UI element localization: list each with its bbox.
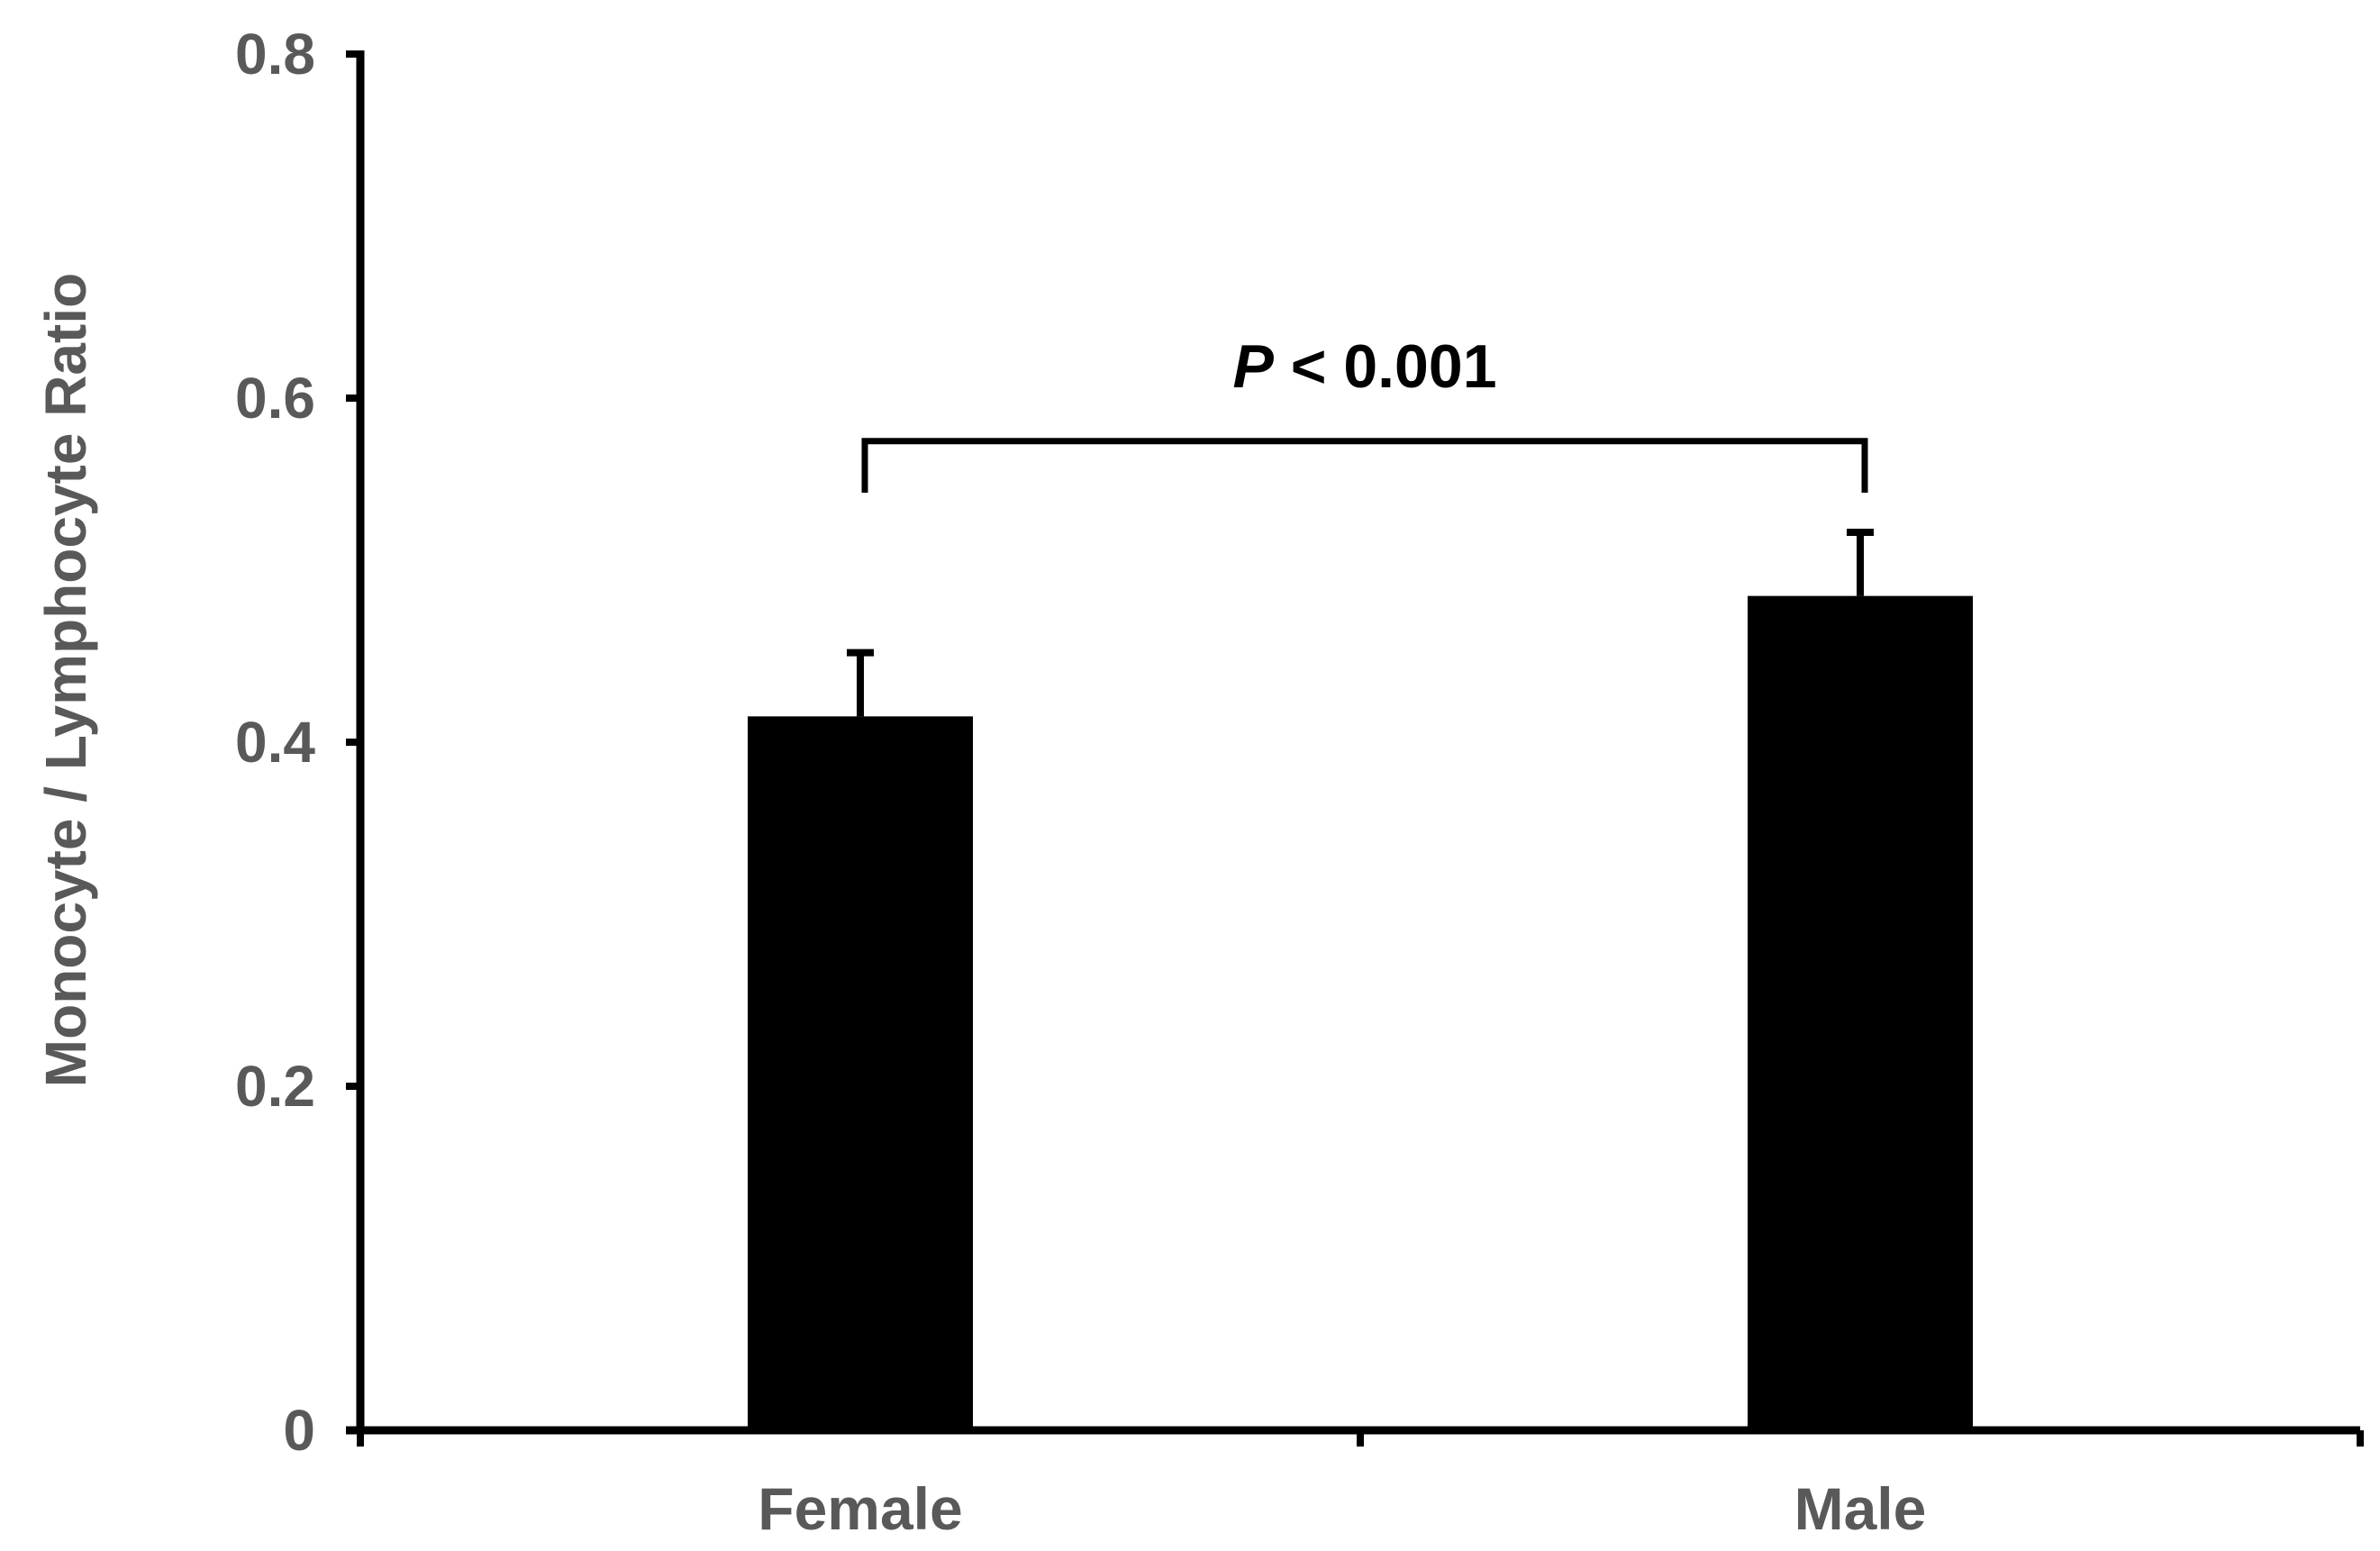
y-axis-title: Monocyte / Lymphocyte Ratio xyxy=(33,273,98,1087)
y-tick-label: 0.4 xyxy=(235,710,315,775)
error-bars-group xyxy=(847,528,1874,717)
x-tick-label-male: Male xyxy=(1794,1475,1927,1542)
significance-bracket xyxy=(861,438,1868,494)
x-tick-label-female: Female xyxy=(758,1475,962,1542)
y-axis: 0 0.2 0.4 0.6 0.8 xyxy=(235,22,365,1463)
x-axis: Female Male xyxy=(346,1426,2364,1542)
p-value-label: P < 0.001 xyxy=(1232,332,1496,401)
y-tick-label: 0.6 xyxy=(235,366,315,431)
bar-female xyxy=(748,716,973,1430)
significance-annotation: P < 0.001 xyxy=(861,332,1868,494)
p-symbol: P xyxy=(1232,332,1274,401)
y-tick-label: 0.8 xyxy=(235,22,315,86)
y-tick-label: 0 xyxy=(283,1398,315,1463)
p-threshold: < 0.001 xyxy=(1274,332,1497,401)
y-tick-label: 0.2 xyxy=(235,1054,315,1119)
bar-male xyxy=(1748,595,1973,1430)
bars-group xyxy=(748,595,1973,1430)
